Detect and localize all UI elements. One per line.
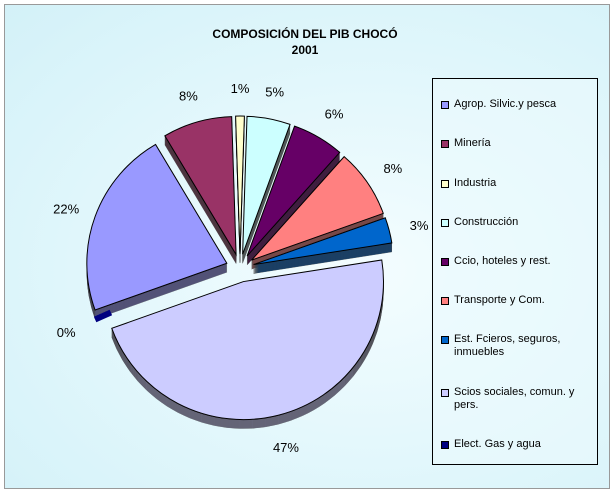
legend-label: Transporte y Com. [454,294,545,307]
legend-label: Minería [454,137,491,150]
legend-label: Elect. Gas y agua [454,437,541,450]
legend-item: Agrop. Silvic.y pesca [441,98,593,111]
legend-swatch [441,140,449,149]
slice [253,217,393,266]
data-label: 6% [325,106,344,121]
legend-item: Est. Fcieros, seguros, inmuebles [441,333,593,359]
data-label: 5% [265,84,284,99]
slice [164,116,237,257]
data-label: 0% [57,325,76,340]
legend-label: Construcción [454,215,519,228]
legend-swatch [441,297,449,306]
data-label: 8% [383,161,402,176]
data-label: 8% [179,88,198,103]
data-label: 47% [273,440,299,455]
legend-label: Ccio, hoteles y rest. [454,254,551,267]
slice [111,259,384,421]
legend-item: Minería [441,137,593,150]
legend-swatch [441,388,449,397]
legend-swatch [441,218,449,227]
legend-swatch [441,101,449,110]
slice [93,309,113,323]
legend-item: Construcción [441,216,593,229]
legend-swatch [441,179,449,188]
legend-swatch [441,257,449,266]
slice-tops [86,115,393,421]
legend-item: Elect. Gas y agua [441,438,593,451]
data-label: 3% [410,218,429,233]
slice [246,125,341,257]
data-label: 22% [53,202,79,217]
legend-item: Industria [441,177,593,190]
legend-item: Scios sociales, comun. y pers. [441,386,593,412]
legend-label: Est. Fcieros, seguros, inmuebles [454,333,561,359]
slice [235,115,245,255]
legend-item: Ccio, hoteles y rest. [441,255,593,268]
slice [86,143,228,311]
legend-label: Agrop. Silvic.y pesca [454,98,557,111]
legend-swatch [441,440,449,449]
legend-swatch [441,336,449,345]
slice [251,155,384,261]
legend-label: Scios sociales, comun. y pers. [454,385,575,411]
legend: Agrop. Silvic.y pesca Minería Industria Con… [432,78,598,465]
data-label: 1% [231,81,250,96]
legend-label: Industria [454,176,497,189]
chart-subtitle: 2001 [292,43,319,57]
chart-title: COMPOSICIÓN DEL PIB CHOCÓ [212,26,397,41]
legend-item: Transporte y Com. [441,294,593,307]
slice [242,115,291,255]
